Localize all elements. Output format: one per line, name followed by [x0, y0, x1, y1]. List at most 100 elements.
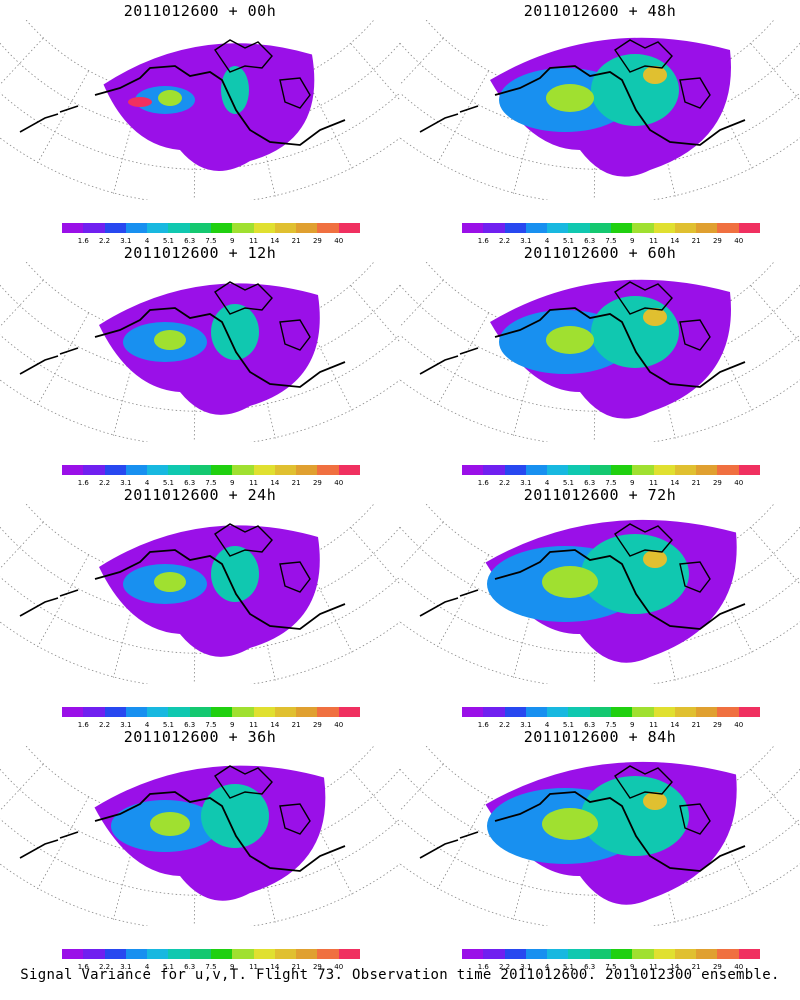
colorbar-tick-label: 29 — [712, 479, 722, 487]
colorbar-swatch — [104, 949, 126, 959]
colorbar-tick-label: 1.6 — [477, 721, 489, 729]
figure-caption: Signal Variance for u,v,T. Flight 73. Ob… — [20, 967, 780, 983]
coastline — [419, 523, 746, 630]
colorbar-tick-label: 6.3 — [184, 479, 196, 487]
colorbar-tick-label: 2.2 — [498, 479, 511, 487]
colorbar-tick-label: 1.6 — [77, 721, 89, 729]
colorbar-swatch — [253, 949, 275, 959]
colorbar-swatch — [525, 223, 548, 233]
colorbar-tick-label: 1.6 — [477, 479, 489, 487]
colorbar-tick-label: 5.1 — [162, 237, 174, 245]
colorbar-tick-label: 7.5 — [205, 479, 217, 487]
map-panel: 2011012600 + 24h 1.6 2.2 3.1 4 5.1 6.3 7.5 9 11 14… — [0, 484, 400, 729]
colorbar-tick-label: 29 — [312, 721, 322, 729]
colorbar-tick-label: 4 — [544, 237, 550, 245]
colorbar-tick-label: 9 — [230, 237, 235, 245]
colorbar-swatch — [462, 707, 484, 717]
colorbar-swatch — [189, 465, 211, 475]
colorbar-swatch — [147, 223, 169, 233]
colorbar-swatch — [125, 465, 148, 475]
colorbar-swatch — [504, 465, 526, 475]
colorbar-tick-label: 5.1 — [562, 963, 574, 971]
colorbar-tick-label: 21 — [691, 237, 701, 245]
colorbar-swatch — [62, 465, 84, 475]
colorbar — [62, 949, 360, 959]
colorbar-swatch — [483, 223, 505, 233]
panel-title: 2011012600 + 60h — [523, 244, 677, 262]
colorbar-swatch — [189, 707, 211, 717]
colorbar-tick-label: 3.1 — [520, 237, 532, 245]
colorbar-swatch — [674, 949, 697, 959]
colorbar-swatch — [317, 707, 339, 717]
colorbar-tick-label: 7.5 — [205, 963, 217, 971]
colorbar-tick-label: 1.6 — [77, 963, 89, 971]
colorbar-swatch — [674, 223, 697, 233]
colorbar-swatch — [504, 707, 526, 717]
colorbar-swatch — [274, 707, 297, 717]
colorbar-tick-label: 4 — [544, 479, 550, 487]
colorbar-swatch — [653, 465, 675, 475]
colorbar-tick-label: 2.2 — [98, 479, 111, 487]
colorbar-ticks: 1.6 2.2 3.1 4 5.1 6.3 7.5 9 11 14 21 29 40 — [450, 721, 770, 731]
colorbar-swatch — [147, 707, 169, 717]
colorbar-swatch — [568, 465, 590, 475]
colorbar-swatch — [62, 949, 84, 959]
colorbar-swatch — [632, 707, 654, 717]
colorbar-swatch — [738, 949, 760, 959]
colorbar-swatch — [632, 223, 654, 233]
variance-field — [99, 283, 320, 415]
colorbar-tick-label: 6.3 — [184, 963, 196, 971]
colorbar-swatch — [653, 223, 675, 233]
colorbar-tick-label: 2.2 — [98, 721, 111, 729]
colorbar-swatch — [104, 707, 126, 717]
variance-field — [103, 43, 315, 172]
colorbar-tick-label: 7.5 — [205, 721, 217, 729]
variance-map — [400, 504, 800, 684]
colorbar-swatch — [296, 465, 318, 475]
colorbar-tick-label: 11 — [649, 721, 659, 729]
colorbar-swatch — [125, 707, 148, 717]
colorbar — [62, 223, 360, 233]
colorbar-tick-label: 11 — [249, 237, 259, 245]
colorbar-swatch — [696, 949, 718, 959]
colorbar-tick-label: 6.3 — [584, 963, 596, 971]
colorbar-tick-label: 7.5 — [605, 963, 617, 971]
colorbar-tick-label: 3.1 — [520, 721, 532, 729]
colorbar-tick-label: 2.2 — [498, 721, 511, 729]
colorbar-tick-label: 7.5 — [605, 721, 617, 729]
panel-title: 2011012600 + 00h — [123, 2, 277, 20]
colorbar-ticks: 1.6 2.2 3.1 4 5.1 6.3 7.5 9 11 14 21 29 40 — [50, 963, 370, 973]
colorbar-swatch — [317, 465, 339, 475]
colorbar-swatch — [147, 465, 169, 475]
colorbar-swatch — [296, 949, 318, 959]
colorbar-swatch — [547, 465, 569, 475]
colorbar-swatch — [547, 707, 569, 717]
colorbar-swatch — [168, 949, 190, 959]
colorbar-tick-label: 3.1 — [520, 479, 532, 487]
colorbar-swatch — [717, 223, 739, 233]
colorbar-swatch — [525, 707, 548, 717]
map-panel: 2011012600 + 36h 1.6 2.2 3.1 4 5.1 6.3 7.5 9 11 14… — [0, 726, 400, 971]
colorbar-swatch — [504, 223, 526, 233]
colorbar-tick-label: 3.1 — [120, 479, 132, 487]
variance-field — [99, 525, 320, 657]
colorbar-tick-label: 2.2 — [98, 237, 111, 245]
panel-title: 2011012600 + 84h — [523, 728, 677, 746]
colorbar-swatch — [210, 707, 233, 717]
colorbar-tick-label: 14 — [670, 963, 680, 971]
colorbar-tick-label: 4 — [144, 963, 150, 971]
colorbar-swatch — [317, 949, 339, 959]
colorbar-swatch — [568, 707, 590, 717]
colorbar-tick-label: 14 — [670, 237, 680, 245]
variance-map — [0, 504, 400, 684]
variance-field — [94, 765, 326, 901]
colorbar-tick-label: 7.5 — [605, 479, 617, 487]
colorbar-swatch — [125, 949, 148, 959]
variance-map — [0, 20, 400, 200]
colorbar-swatch — [674, 465, 697, 475]
panel-title: 2011012600 + 12h — [123, 244, 277, 262]
panel-title: 2011012600 + 36h — [123, 728, 277, 746]
colorbar-tick-label: 5.1 — [562, 479, 574, 487]
colorbar-swatch — [717, 707, 739, 717]
colorbar-tick-label: 9 — [630, 963, 635, 971]
